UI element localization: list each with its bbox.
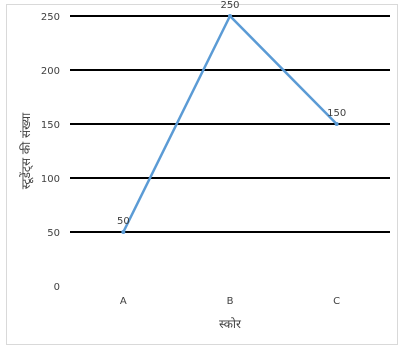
y-tick-label: 50	[47, 228, 60, 239]
data-label: 50	[117, 216, 130, 227]
x-axis-tick-labels: A B C	[120, 296, 340, 307]
data-point	[228, 14, 232, 18]
data-point	[334, 122, 339, 126]
x-axis-title: स्कोर	[219, 317, 242, 331]
chart-frame	[6, 4, 398, 345]
gridlines	[70, 15, 390, 233]
y-axis-tick-labels: 0 50 100 150 200 250	[41, 12, 60, 293]
y-tick-label: 200	[41, 66, 60, 77]
series	[121, 14, 339, 234]
x-tick-label: B	[227, 296, 234, 307]
data-label: 150	[327, 108, 346, 119]
y-tick-label: 100	[41, 174, 60, 185]
data-point	[121, 230, 126, 234]
x-tick-label: A	[120, 296, 127, 307]
y-axis-title: स्टूडेंट्स की संख्या	[19, 112, 34, 189]
y-tick-label: 150	[41, 120, 60, 131]
data-label: 250	[220, 0, 239, 11]
y-tick-label: 250	[41, 12, 60, 23]
x-tick-label: C	[333, 296, 340, 307]
y-tick-label: 0	[54, 282, 60, 293]
data-labels: 50 250 150	[117, 0, 346, 227]
